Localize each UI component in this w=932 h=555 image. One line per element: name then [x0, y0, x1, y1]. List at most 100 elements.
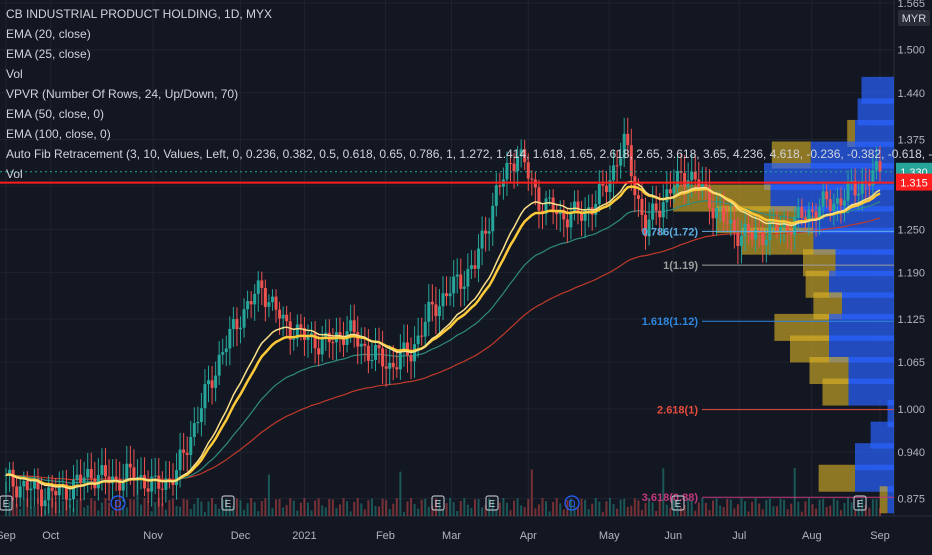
candle-body	[388, 362, 392, 369]
candle-body	[821, 191, 825, 207]
candle-body	[661, 202, 665, 218]
candle-body	[718, 207, 722, 209]
y-tick-label: 1.125	[897, 314, 925, 326]
candle-body	[139, 475, 143, 478]
candle-body	[25, 480, 29, 491]
volume-bar	[243, 509, 246, 516]
volume-bar	[200, 501, 203, 516]
candle-body	[100, 465, 104, 475]
volume-bar	[317, 498, 320, 516]
candle-body	[587, 207, 591, 210]
fib-label: 1.618(1.12)	[642, 316, 699, 328]
volume-bar	[253, 502, 256, 516]
candle-body	[604, 185, 608, 192]
volume-bar	[847, 498, 850, 516]
volume-bar	[246, 503, 249, 516]
volume-bar	[754, 498, 757, 516]
volume-bar	[552, 501, 555, 516]
volume-bar	[58, 511, 61, 516]
candle-body	[739, 235, 743, 246]
candle-body	[867, 183, 871, 186]
candle-body	[697, 179, 701, 190]
candle-body	[775, 220, 779, 232]
candle-body	[707, 186, 711, 208]
y-tick-label: 1.065	[897, 357, 925, 369]
y-tick-label: 1.190	[897, 267, 925, 279]
volume-bar	[413, 504, 416, 516]
volume-bar	[879, 507, 881, 516]
volume-bar	[203, 511, 206, 516]
volume-bar	[349, 511, 352, 516]
candle-body	[750, 232, 754, 240]
candle-body	[565, 219, 569, 228]
volume-bar	[601, 511, 604, 516]
volume-bar	[111, 510, 114, 516]
volume-bar	[385, 499, 388, 516]
volume-bar	[836, 500, 839, 516]
candle-body	[700, 184, 704, 190]
volume-bar	[452, 502, 455, 516]
candle-body	[395, 367, 399, 370]
volume-bar	[363, 509, 366, 516]
volume-bar	[164, 509, 167, 516]
candle-body	[196, 422, 200, 424]
vpvr-down-bar	[879, 486, 888, 514]
volume-bar	[168, 500, 171, 516]
candle-body	[249, 301, 253, 305]
candle-body	[647, 219, 651, 237]
candle-body	[832, 203, 836, 211]
volume-bar	[648, 498, 651, 516]
volume-bar	[321, 505, 324, 516]
volume-bar	[136, 478, 139, 516]
y-tick-label: 1.500	[897, 45, 925, 57]
volume-bar	[157, 498, 160, 516]
candle-body	[224, 348, 228, 353]
y-tick-label: 1.565	[897, 0, 925, 10]
volume-bar	[761, 509, 764, 516]
candle-body	[562, 209, 566, 220]
candle-body	[373, 344, 377, 360]
volume-bar	[456, 511, 459, 516]
candle-body	[267, 302, 271, 307]
x-tick-label: Jun	[664, 530, 682, 542]
candle-body	[15, 486, 19, 498]
x-tick-label: Jul	[732, 530, 746, 542]
volume-bar	[86, 505, 89, 516]
candle-body	[324, 332, 328, 339]
volume-bar	[569, 498, 572, 516]
volume-bar	[182, 498, 185, 516]
fib-label: 2.618(1)	[657, 405, 698, 417]
candle-body	[477, 248, 481, 269]
candle-body	[761, 231, 765, 245]
y-tick-label: 1.375	[897, 134, 925, 146]
volume-bar	[790, 503, 793, 516]
candle-body	[384, 366, 388, 369]
volume-bar	[680, 507, 683, 516]
volume-bar	[481, 507, 484, 516]
volume-bar	[260, 500, 263, 516]
volume-bar	[76, 499, 79, 516]
x-tick-label: Mar	[442, 530, 461, 542]
volume-bar	[125, 507, 128, 516]
candle-body	[32, 479, 36, 489]
candle-body	[690, 171, 694, 181]
ema20-line	[5, 180, 881, 490]
candle-body	[381, 348, 385, 367]
event-marker-label: E	[435, 499, 442, 510]
volume-bar	[520, 505, 523, 516]
candle-body	[11, 469, 15, 487]
candle-body	[810, 209, 814, 212]
candle-body	[860, 181, 864, 194]
candle-body	[480, 230, 484, 249]
candle-body	[846, 181, 850, 201]
x-tick-label: Oct	[42, 530, 59, 542]
volume-bar	[854, 510, 857, 516]
volume-bar	[594, 498, 597, 516]
y-tick-label: 0.940	[897, 447, 925, 459]
candle-body	[54, 491, 58, 496]
volume-bar	[399, 471, 402, 516]
volume-bar	[786, 509, 789, 516]
x-tick-label: Sep	[870, 530, 890, 542]
